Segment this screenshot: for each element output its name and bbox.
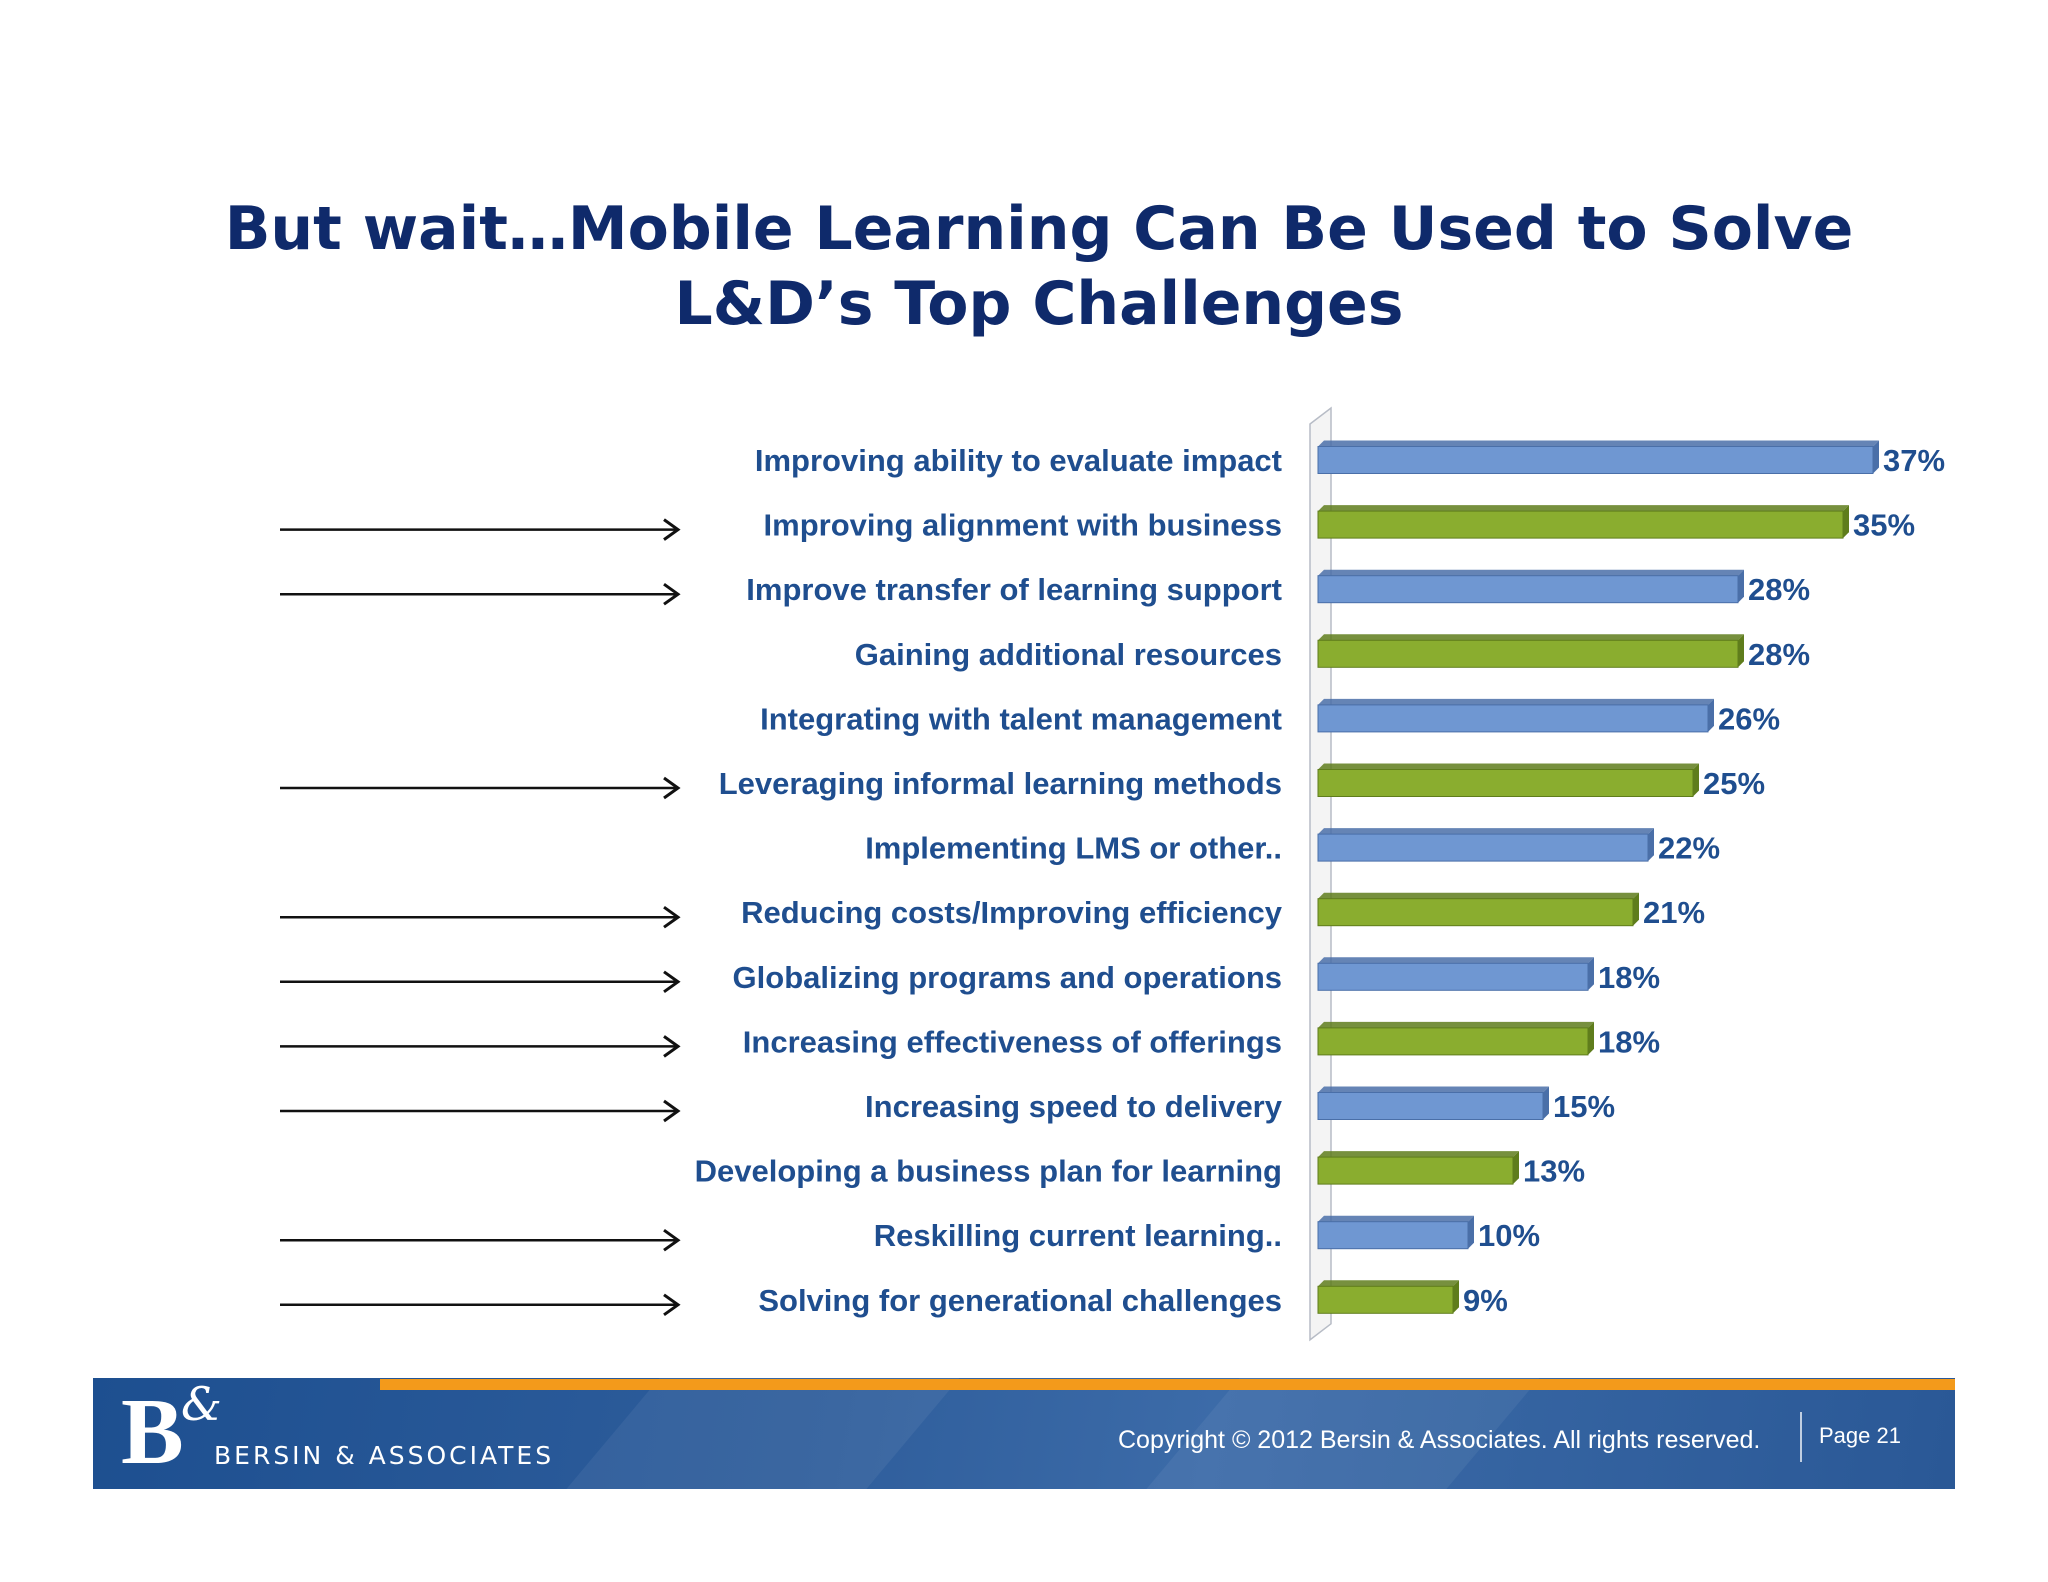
bar [1317,510,1844,539]
annotation-arrow-head [663,1099,681,1123]
bar [1317,833,1649,862]
bar [1317,769,1694,797]
bar [1317,1027,1589,1056]
bar-top-face [1318,1086,1549,1093]
page-number: Page 21 [1819,1423,1901,1448]
bar-side-face [1738,569,1744,603]
bar-top-face [1318,892,1639,899]
slide-title-line-2: L&D’s Top Challenges [674,269,1404,339]
category-label: Integrating with talent management [760,701,1282,736]
bar-side-face [1588,1021,1594,1055]
annotation-arrow-head [663,905,681,929]
category-label: Gaining additional resources [855,637,1282,672]
bar-chart: 37% Improving ability to evaluate impact 3… [280,406,1945,1342]
category-label: Reskilling current learning.. [874,1218,1282,1253]
data-label: 35% [1853,508,1915,543]
bar-side-face [1648,828,1654,862]
copyright-text: Copyright © 2012 Bersin & Associates. Al… [1118,1426,1761,1454]
category-label: Reducing costs/Improving efficiency [741,895,1283,930]
chart-axis-wall [1309,406,1332,1342]
bar [1317,962,1589,991]
category-label: Globalizing programs and operations [733,960,1282,995]
bar-top-face [1318,957,1594,964]
bar-side-face [1873,440,1879,474]
footer-divider [1800,1412,1802,1462]
logo-wordmark: BERSIN & ASSOCIATES [214,1441,555,1470]
data-label: 18% [1598,1024,1660,1059]
slide-title: But wait…Mobile Learning Can Be Used to … [0,192,2048,342]
data-label: 21% [1643,895,1705,930]
data-label: 18% [1598,960,1660,995]
bar-top-face [1318,698,1714,705]
bar-side-face [1693,763,1699,797]
category-label: Increasing effectiveness of offerings [743,1024,1282,1059]
bar-side-face [1708,698,1714,732]
category-label: Leveraging informal learning methods [719,766,1282,801]
bar-top-face [1318,440,1879,447]
bar-side-face [1633,892,1639,926]
bar-side-face [1453,1280,1459,1314]
data-label: 26% [1718,701,1780,736]
logo-ampersand: & [181,1378,222,1431]
category-label: Improving ability to evaluate impact [755,443,1282,478]
data-label: 37% [1883,443,1945,478]
annotation-arrow-head [663,582,681,606]
bar-top-face [1318,505,1849,512]
bar-side-face [1543,1086,1549,1120]
bar [1317,704,1709,733]
bar-top-face [1318,1021,1594,1028]
category-label: Developing a business plan for learning [695,1154,1282,1189]
category-label: Increasing speed to delivery [865,1089,1283,1124]
category-label: Improving alignment with business [764,508,1282,543]
bar-side-face [1513,1151,1519,1185]
data-label: 13% [1523,1154,1585,1189]
bar-top-face [1318,634,1744,641]
bar-top-face [1318,828,1654,835]
bar-side-face [1843,505,1849,539]
footer-decoration [566,1378,960,1489]
logo-mark: B [121,1380,184,1484]
annotation-arrow-head [663,776,681,800]
category-label: Improve transfer of learning support [746,572,1282,607]
bar [1317,639,1739,668]
bar-top-face [1318,569,1744,576]
data-label: 9% [1463,1283,1508,1318]
bar [1317,575,1739,604]
category-label: Implementing LMS or other.. [865,831,1282,866]
annotation-arrow-head [663,970,681,994]
bar-side-face [1588,957,1594,991]
bar-top-face [1318,1215,1474,1222]
annotation-arrow-head [663,518,681,541]
data-label: 28% [1748,637,1810,672]
bar [1317,446,1874,474]
bar [1317,898,1634,927]
bar [1317,1285,1454,1314]
category-label: Solving for generational challenges [758,1283,1282,1318]
bar [1317,1092,1544,1120]
data-label: 28% [1748,572,1810,607]
bar [1317,1156,1514,1185]
data-label: 15% [1553,1089,1615,1124]
data-label: 10% [1478,1218,1540,1253]
footer-accent-line [380,1379,1955,1390]
bar [1317,1221,1469,1250]
bar-side-face [1738,634,1744,668]
annotation-arrow-head [663,1035,681,1058]
bar-top-face [1318,1280,1459,1287]
bar-top-face [1318,1151,1519,1158]
bar-top-face [1318,763,1699,770]
data-label: 22% [1658,831,1720,866]
data-label: 25% [1703,766,1765,801]
bar-side-face [1468,1215,1474,1249]
annotation-arrow-head [663,1228,681,1252]
footer-bar: B & BERSIN & ASSOCIATES Copyright © 2012… [93,1378,1955,1489]
slide-title-line-1: But wait…Mobile Learning Can Be Used to … [224,194,1854,264]
annotation-arrow-head [663,1293,681,1317]
